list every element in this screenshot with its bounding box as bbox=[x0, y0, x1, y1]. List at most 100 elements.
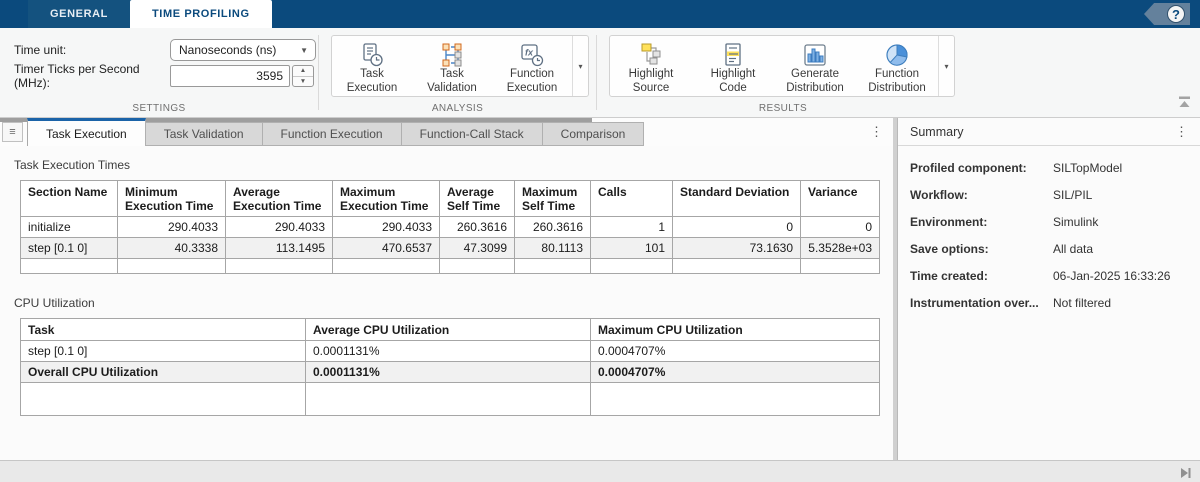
function-distribution-button[interactable]: Function Distribution bbox=[856, 36, 938, 96]
help-button[interactable]: ? bbox=[1144, 3, 1190, 25]
dots-vertical-icon: ⋮ bbox=[870, 124, 883, 139]
doc-tab-task-execution[interactable]: Task Execution bbox=[27, 118, 146, 146]
cell: 290.4033 bbox=[332, 216, 440, 238]
table-row[interactable]: initialize 290.4033 290.4033 290.4033 26… bbox=[20, 216, 880, 238]
section-divider bbox=[596, 35, 597, 110]
summary-field: Profiled component: SILTopModel bbox=[910, 154, 1200, 181]
field-value: 06-Jan-2025 16:33:26 bbox=[1053, 268, 1171, 283]
cell: 260.3616 bbox=[514, 216, 591, 238]
col-header: Average CPU Utilization bbox=[305, 318, 591, 341]
col-header: Variance bbox=[800, 180, 880, 217]
highlight-source-button[interactable]: Highlight Source bbox=[610, 36, 692, 96]
report-panel: ≡ Task Execution Task Validation Functio… bbox=[0, 118, 893, 460]
time-unit-value: Nanoseconds (ns) bbox=[179, 43, 277, 57]
button-label: Execution bbox=[346, 82, 398, 95]
chevron-down-icon: ▼ bbox=[300, 45, 308, 55]
field-value: Not filtered bbox=[1053, 295, 1112, 310]
highlight-source-icon bbox=[638, 41, 664, 68]
doc-tab-function-execution[interactable]: Function Execution bbox=[262, 122, 402, 146]
field-value: SILTopModel bbox=[1053, 160, 1123, 175]
cell: 40.3338 bbox=[117, 237, 226, 259]
stepper-down-icon[interactable]: ▼ bbox=[299, 77, 307, 85]
cell: 470.6537 bbox=[332, 237, 440, 259]
cell: 80.1113 bbox=[514, 237, 591, 259]
doc-tab-function-call-stack[interactable]: Function-Call Stack bbox=[401, 122, 543, 146]
field-label: Time created: bbox=[910, 268, 988, 283]
ribbon-tab-time-profiling[interactable]: TIME PROFILING bbox=[129, 0, 272, 28]
cell: 73.1630 bbox=[672, 237, 801, 259]
cell: initialize bbox=[20, 216, 118, 238]
table-row-total[interactable]: Overall CPU Utilization 0.0001131% 0.000… bbox=[20, 361, 880, 383]
task-execution-button[interactable]: Task Execution bbox=[332, 36, 412, 96]
summary-panel: Summary ⋮ Profiled component: SILTopMode… bbox=[897, 118, 1200, 460]
timer-ticks-input[interactable]: 3595 bbox=[170, 65, 290, 87]
cell: 0.0001131% bbox=[305, 361, 591, 383]
task-validation-button[interactable]: Task Validation bbox=[412, 36, 492, 96]
results-section-label: RESULTS bbox=[758, 103, 808, 114]
col-header: Maximum Self Time bbox=[514, 180, 591, 217]
button-label: Distribution bbox=[786, 82, 844, 95]
field-label: Environment: bbox=[910, 214, 988, 229]
results-section: Highlight Source Highlight Code bbox=[597, 28, 969, 117]
cell: 260.3616 bbox=[439, 216, 515, 238]
time-unit-dropdown[interactable]: Nanoseconds (ns) ▼ bbox=[170, 39, 316, 61]
doc-tab-task-validation[interactable]: Task Validation bbox=[145, 122, 263, 146]
summary-field: Instrumentation over... Not filtered bbox=[910, 289, 1200, 316]
exec-table-header: Section Name Minimum Execution Time Aver… bbox=[20, 180, 880, 217]
analysis-overflow-button[interactable]: ▾ bbox=[572, 36, 588, 96]
expand-right-icon bbox=[1179, 466, 1192, 482]
field-label: Workflow: bbox=[910, 187, 968, 202]
cell: Overall CPU Utilization bbox=[20, 361, 306, 383]
analysis-button-group: Task Execution Task Validation bbox=[331, 35, 589, 97]
button-label: Source bbox=[632, 82, 670, 95]
summary-field: Save options: All data bbox=[910, 235, 1200, 262]
svg-text:fx: fx bbox=[525, 47, 534, 57]
help-icon: ? bbox=[1167, 5, 1185, 23]
highlight-code-button[interactable]: Highlight Code bbox=[692, 36, 774, 96]
button-label: Highlight bbox=[628, 68, 674, 81]
col-header: Average Execution Time bbox=[225, 180, 333, 217]
results-overflow-button[interactable]: ▾ bbox=[938, 36, 954, 96]
doc-tab-comparison[interactable]: Comparison bbox=[542, 122, 645, 146]
timer-ticks-stepper[interactable]: ▲ ▼ bbox=[292, 65, 314, 87]
dots-vertical-icon: ⋮ bbox=[1175, 123, 1188, 139]
cell: step [0.1 0] bbox=[20, 340, 306, 362]
col-header: Calls bbox=[590, 180, 673, 217]
time-unit-label: Time unit: bbox=[14, 43, 67, 57]
hamburger-icon: ≡ bbox=[9, 126, 16, 138]
col-header: Minimum Execution Time bbox=[117, 180, 226, 217]
panel-menu-button[interactable]: ≡ bbox=[2, 122, 23, 142]
analysis-section: Task Execution Task Validation bbox=[319, 28, 596, 117]
cell: step [0.1 0] bbox=[20, 237, 118, 259]
exec-times-heading: Task Execution Times bbox=[14, 158, 131, 172]
collapse-ribbon-button[interactable] bbox=[1178, 95, 1192, 113]
cell: 101 bbox=[590, 237, 673, 259]
tabstrip-overflow-button[interactable]: ⋮ bbox=[870, 124, 883, 140]
summary-title: Summary bbox=[910, 124, 964, 139]
function-distribution-icon bbox=[884, 41, 910, 68]
button-label: Execution bbox=[506, 82, 558, 95]
button-label: Function bbox=[509, 68, 555, 81]
expand-panel-button[interactable] bbox=[1179, 466, 1192, 482]
timer-ticks-label: Timer Ticks per Second (MHz): bbox=[14, 62, 140, 90]
button-label: Validation bbox=[427, 82, 477, 95]
function-execution-button[interactable]: fx Function Execution bbox=[492, 36, 572, 96]
button-label: Task bbox=[360, 68, 384, 81]
button-label: Task bbox=[440, 68, 464, 81]
field-value: All data bbox=[1053, 241, 1094, 256]
cpu-table-header: Task Average CPU Utilization Maximum CPU… bbox=[20, 318, 880, 341]
table-row[interactable]: step [0.1 0] 0.0001131% 0.0004707% bbox=[20, 340, 880, 362]
cell: 47.3099 bbox=[439, 237, 515, 259]
stepper-up-icon[interactable]: ▲ bbox=[293, 66, 313, 77]
button-label: Generate bbox=[791, 68, 839, 81]
toolstrip-body: Time unit: Nanoseconds (ns) ▼ Timer Tick… bbox=[0, 28, 1200, 118]
collapse-ribbon-icon bbox=[1178, 95, 1192, 112]
summary-menu-button[interactable]: ⋮ bbox=[1175, 124, 1188, 140]
field-label: Save options: bbox=[910, 241, 989, 256]
exec-times-table: Section Name Minimum Execution Time Aver… bbox=[20, 180, 880, 274]
ribbon-tab-general[interactable]: GENERAL bbox=[28, 0, 130, 28]
settings-section: Time unit: Nanoseconds (ns) ▼ Timer Tick… bbox=[0, 28, 318, 117]
generate-distribution-button[interactable]: Generate Distribution bbox=[774, 36, 856, 96]
chevron-down-icon: ▾ bbox=[578, 61, 583, 71]
table-row[interactable]: step [0.1 0] 40.3338 113.1495 470.6537 4… bbox=[20, 237, 880, 259]
